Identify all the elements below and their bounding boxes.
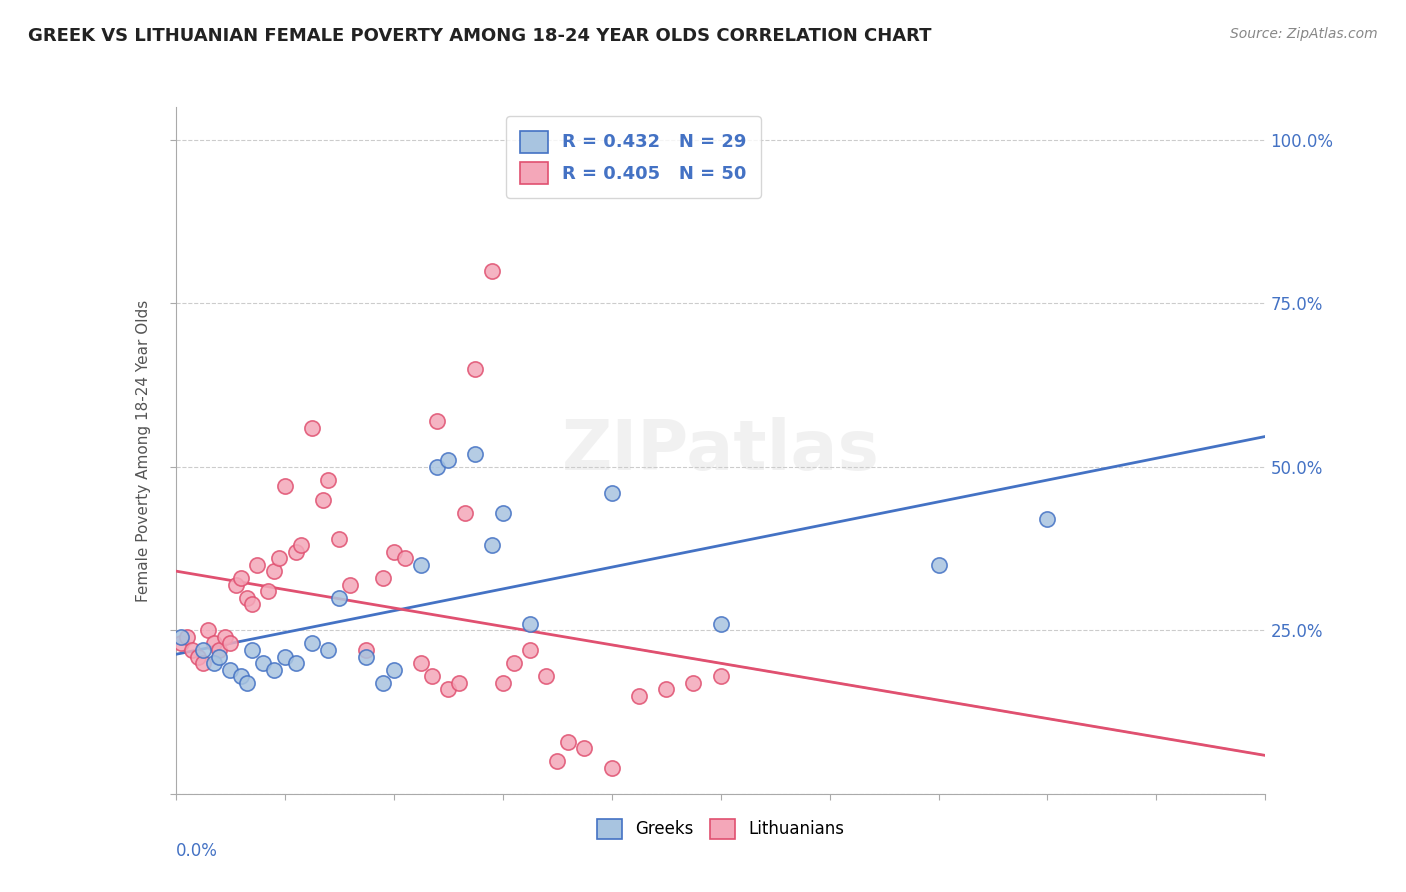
Point bbox=[382, 663, 405, 677]
Point bbox=[328, 532, 350, 546]
Point bbox=[301, 636, 323, 650]
Point bbox=[574, 741, 596, 756]
Point bbox=[246, 558, 269, 572]
Point bbox=[214, 630, 236, 644]
Point bbox=[181, 643, 204, 657]
Point bbox=[356, 649, 378, 664]
Text: Source: ZipAtlas.com: Source: ZipAtlas.com bbox=[1230, 27, 1378, 41]
Point bbox=[464, 361, 486, 376]
Point bbox=[492, 506, 515, 520]
Point bbox=[225, 577, 247, 591]
Point bbox=[263, 565, 285, 579]
Point bbox=[356, 643, 378, 657]
Point bbox=[240, 643, 263, 657]
Point bbox=[492, 675, 515, 690]
Point bbox=[426, 414, 449, 428]
Point bbox=[318, 643, 340, 657]
Point bbox=[274, 479, 297, 493]
Point bbox=[627, 689, 650, 703]
Point bbox=[928, 558, 950, 572]
Point bbox=[655, 682, 678, 697]
Point bbox=[710, 616, 733, 631]
Point bbox=[219, 636, 242, 650]
Legend: Greeks, Lithuanians: Greeks, Lithuanians bbox=[588, 810, 853, 847]
Point bbox=[710, 669, 733, 683]
Point bbox=[208, 649, 231, 664]
Point bbox=[252, 656, 274, 670]
Point bbox=[170, 630, 193, 644]
Text: ZIPatlas: ZIPatlas bbox=[561, 417, 880, 484]
Point bbox=[682, 675, 704, 690]
Point bbox=[235, 675, 257, 690]
Point bbox=[519, 643, 541, 657]
Point bbox=[339, 577, 361, 591]
Point bbox=[176, 630, 198, 644]
Point bbox=[191, 643, 214, 657]
Y-axis label: Female Poverty Among 18-24 Year Olds: Female Poverty Among 18-24 Year Olds bbox=[136, 300, 152, 601]
Point bbox=[447, 675, 470, 690]
Point bbox=[257, 584, 280, 599]
Point bbox=[284, 656, 307, 670]
Point bbox=[534, 669, 557, 683]
Point bbox=[420, 669, 443, 683]
Point bbox=[318, 473, 340, 487]
Point bbox=[557, 734, 579, 748]
Point bbox=[208, 643, 231, 657]
Point bbox=[263, 663, 285, 677]
Point bbox=[371, 675, 394, 690]
Point bbox=[481, 263, 503, 277]
Point bbox=[437, 682, 460, 697]
Point bbox=[600, 486, 623, 500]
Point bbox=[186, 649, 209, 664]
Point bbox=[371, 571, 394, 585]
Point bbox=[219, 663, 242, 677]
Point bbox=[426, 459, 449, 474]
Point bbox=[197, 624, 219, 638]
Point bbox=[290, 538, 312, 552]
Point bbox=[269, 551, 291, 566]
Point bbox=[464, 447, 486, 461]
Text: 0.0%: 0.0% bbox=[176, 842, 218, 860]
Point bbox=[231, 669, 253, 683]
Point bbox=[453, 506, 475, 520]
Point bbox=[284, 545, 307, 559]
Point bbox=[409, 656, 432, 670]
Point bbox=[240, 597, 263, 611]
Point bbox=[235, 591, 257, 605]
Point bbox=[600, 761, 623, 775]
Text: GREEK VS LITHUANIAN FEMALE POVERTY AMONG 18-24 YEAR OLDS CORRELATION CHART: GREEK VS LITHUANIAN FEMALE POVERTY AMONG… bbox=[28, 27, 932, 45]
Point bbox=[409, 558, 432, 572]
Point bbox=[502, 656, 524, 670]
Point bbox=[1036, 512, 1059, 526]
Point bbox=[191, 656, 214, 670]
Point bbox=[274, 649, 297, 664]
Point bbox=[382, 545, 405, 559]
Point bbox=[301, 420, 323, 434]
Point bbox=[170, 636, 193, 650]
Point bbox=[328, 591, 350, 605]
Point bbox=[437, 453, 460, 467]
Point bbox=[202, 636, 225, 650]
Point bbox=[519, 616, 541, 631]
Point bbox=[312, 492, 335, 507]
Point bbox=[202, 656, 225, 670]
Point bbox=[231, 571, 253, 585]
Point bbox=[481, 538, 503, 552]
Point bbox=[394, 551, 416, 566]
Point bbox=[546, 754, 568, 768]
